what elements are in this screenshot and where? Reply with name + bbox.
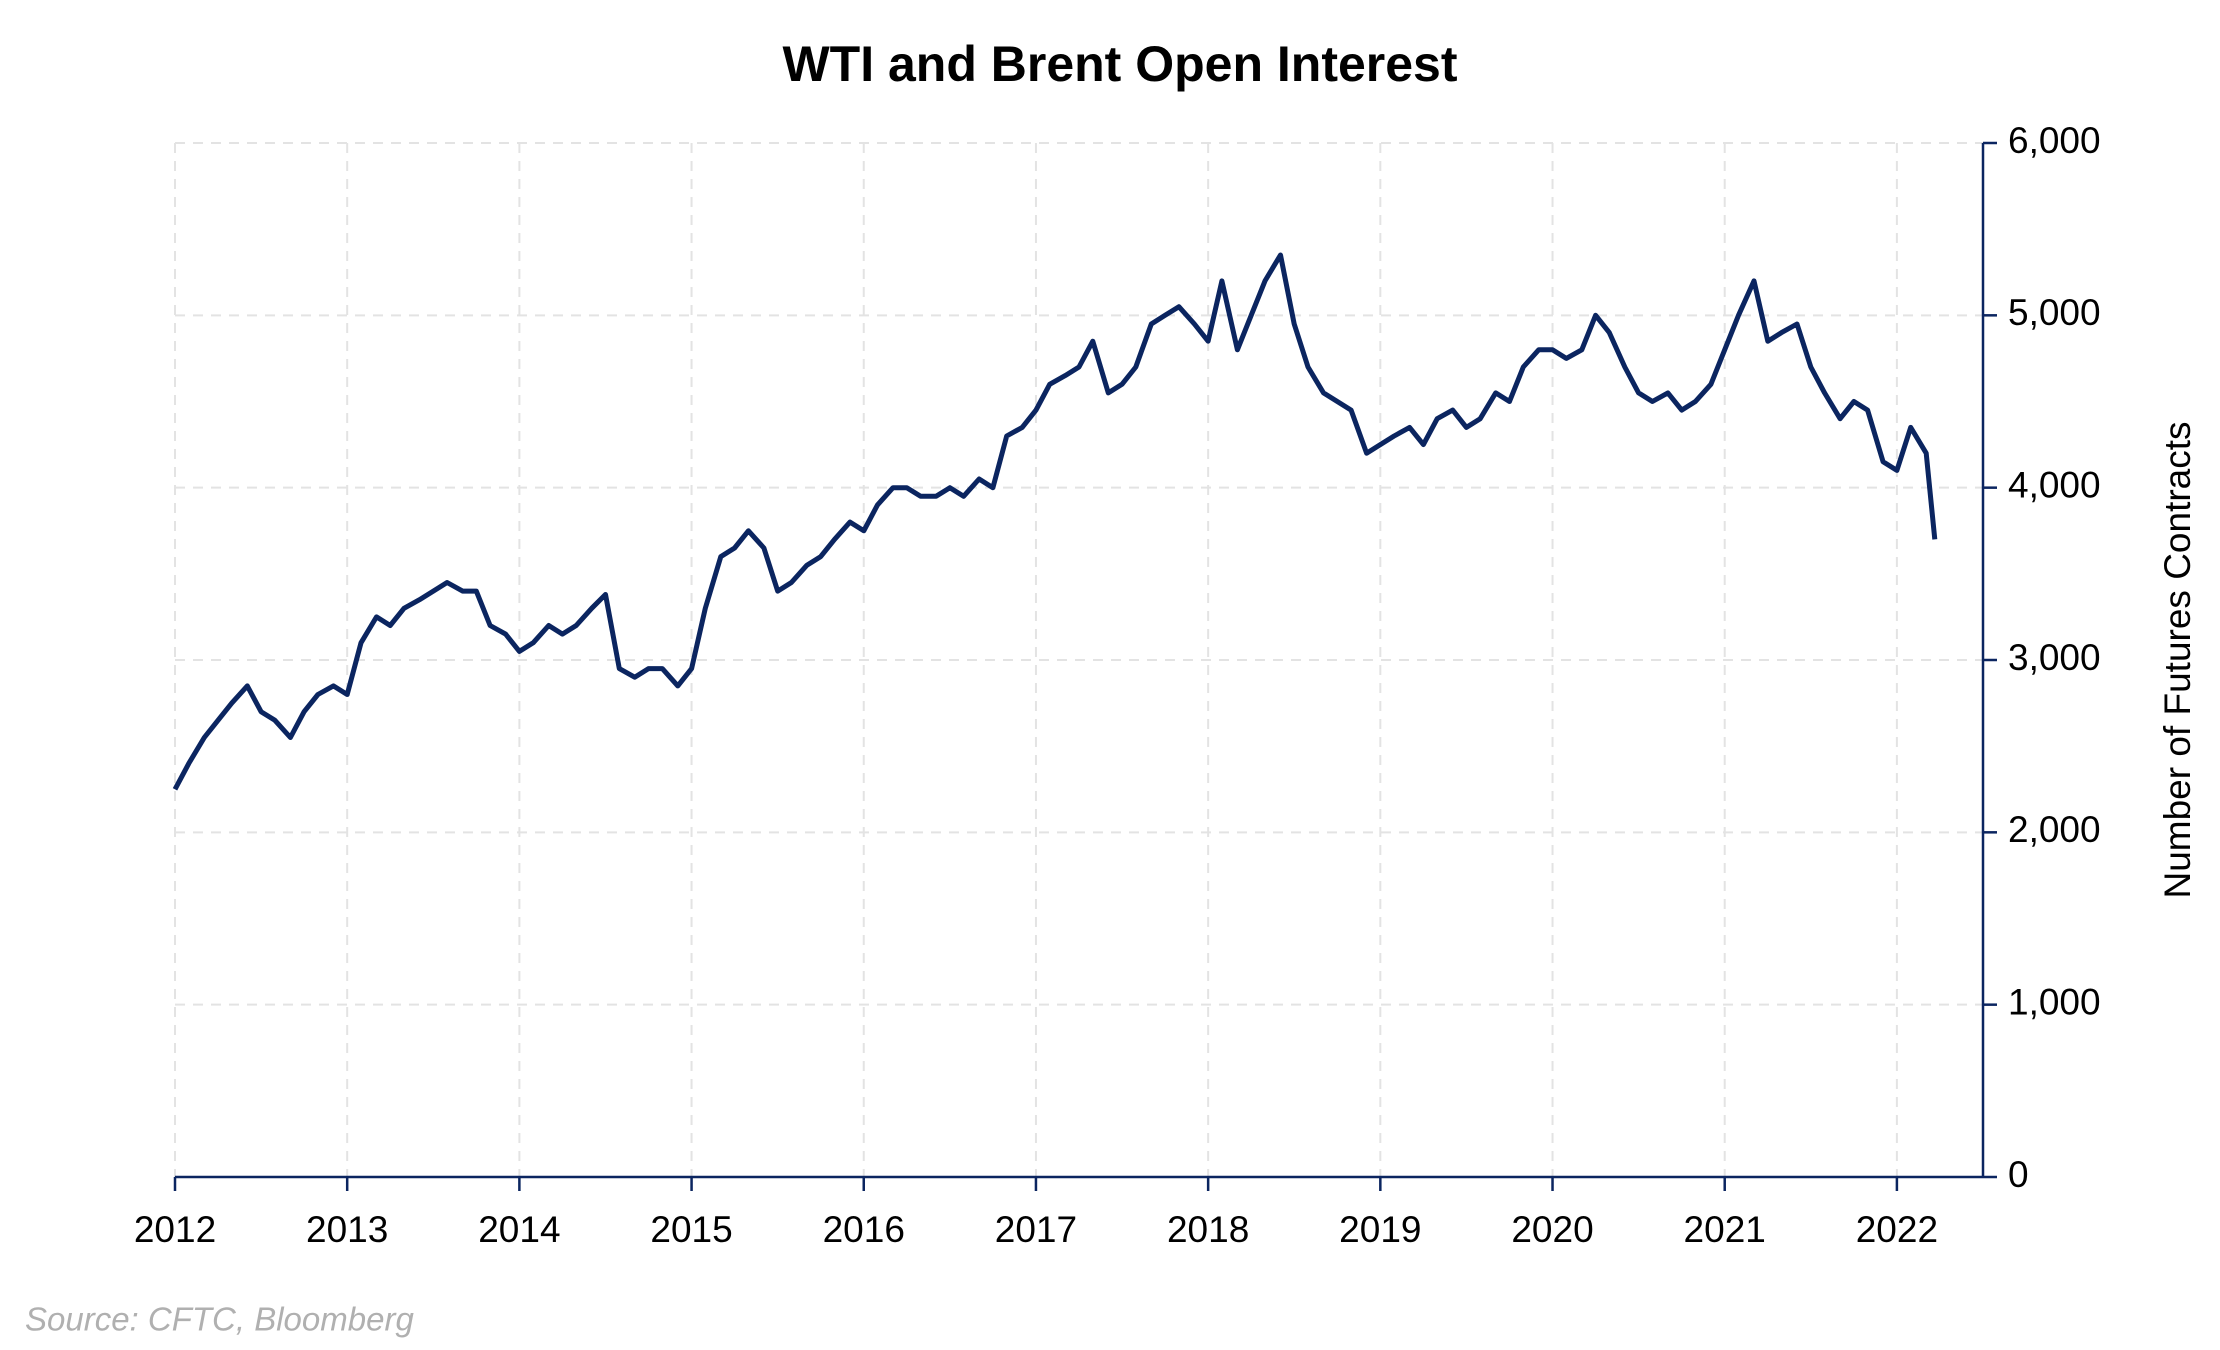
- chart-title: WTI and Brent Open Interest: [782, 36, 1457, 92]
- data-line: [172, 252, 1938, 791]
- y-tick-label: 0: [2008, 1154, 2029, 1195]
- x-tick-label: 2016: [823, 1209, 905, 1250]
- x-tick-label: 2019: [1339, 1209, 1421, 1250]
- source-note: Source: CFTC, Bloomberg: [25, 1301, 414, 1338]
- y-tick-label: 4,000: [2008, 464, 2101, 505]
- x-tick-label: 2012: [134, 1209, 216, 1250]
- x-tick-label: 2017: [995, 1209, 1077, 1250]
- x-tick-label: 2020: [1511, 1209, 1593, 1250]
- y-tick-label: 1,000: [2008, 981, 2101, 1022]
- x-tick-label: 2018: [1167, 1209, 1249, 1250]
- y-tick-label: 6,000: [2008, 120, 2101, 161]
- y-tick-label: 3,000: [2008, 637, 2101, 678]
- x-tick-label: 2013: [306, 1209, 388, 1250]
- y-tick-label: 2,000: [2008, 809, 2101, 850]
- x-tick-label: 2021: [1684, 1209, 1766, 1250]
- x-tick-label: 2015: [650, 1209, 732, 1250]
- x-tick-label: 2022: [1856, 1209, 1938, 1250]
- y-tick-label: 5,000: [2008, 292, 2101, 333]
- x-tick-label: 2014: [478, 1209, 560, 1250]
- y-axis-label: Number of Futures Contracts: [2157, 421, 2198, 898]
